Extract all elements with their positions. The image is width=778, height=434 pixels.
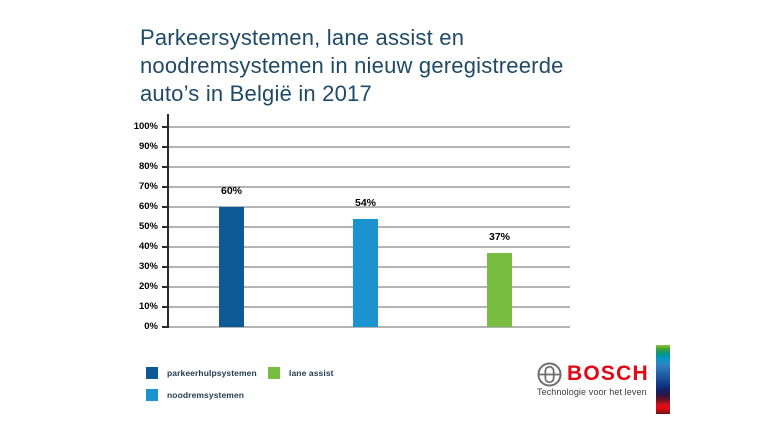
gridline [168,326,570,328]
gridline [168,146,570,148]
title-line-1: Parkeersystemen, lane assist en [140,25,465,50]
bosch-armature-icon [537,362,562,387]
y-axis-label: 20% [138,281,158,292]
bosch-tagline: Technologie voor het leven [537,387,647,397]
y-axis-tick [162,126,168,128]
legend-label: parkeerhulpsystemen [167,368,257,378]
legend-swatch-noodremsystemen [146,389,158,401]
bar-value-label: 37% [488,231,510,243]
bosch-wordmark: BOSCH [567,362,649,385]
y-axis-line [167,114,169,328]
gridline [168,166,570,168]
y-axis-label: 0% [144,321,158,332]
y-axis-label: 50% [138,221,158,232]
y-axis-tick [162,266,168,268]
y-axis-label: 90% [138,141,158,152]
y-axis-tick [162,206,168,208]
bar-parkeerhulpsystemen [219,207,244,327]
bar-value-label: 54% [354,197,376,209]
legend-item-noodremsystemen: noodremsystemen [146,389,244,401]
y-axis-tick [162,326,168,328]
gridline [168,186,570,188]
chart-title: Parkeersystemen, lane assist en noodrems… [140,24,680,108]
y-axis-label: 100% [133,121,158,132]
y-axis-label: 80% [138,161,158,172]
legend-label: lane assist [289,368,334,378]
y-axis-label: 30% [138,261,158,272]
y-axis-label: 70% [138,181,158,192]
y-axis-tick [162,226,168,228]
bosch-supergraphic-stripe [656,345,670,414]
legend-item-lane-assist: lane assist [268,367,334,379]
legend-item-parkeerhulpsystemen: parkeerhulpsystemen [146,367,257,379]
y-axis-label: 40% [138,241,158,252]
y-axis-tick [162,186,168,188]
y-axis-tick [162,286,168,288]
title-line-3: auto’s in België in 2017 [140,81,372,106]
y-axis-tick [162,146,168,148]
bar-lane-assist [487,253,512,327]
title-line-2: noodremsystemen in nieuw geregistreerde [140,53,564,78]
y-axis-label: 60% [138,201,158,212]
y-axis-tick [162,246,168,248]
legend-label: noodremsystemen [167,390,245,400]
legend-swatch-lane-assist [268,367,280,379]
y-axis-tick [162,306,168,308]
gridline [168,126,570,128]
legend-swatch-parkeerhulpsystemen [146,367,158,379]
bar-value-label: 60% [220,185,242,197]
bar-noodremsystemen [353,219,378,327]
y-axis-tick [162,166,168,168]
y-axis-label: 10% [138,301,158,312]
gridline [168,206,570,208]
